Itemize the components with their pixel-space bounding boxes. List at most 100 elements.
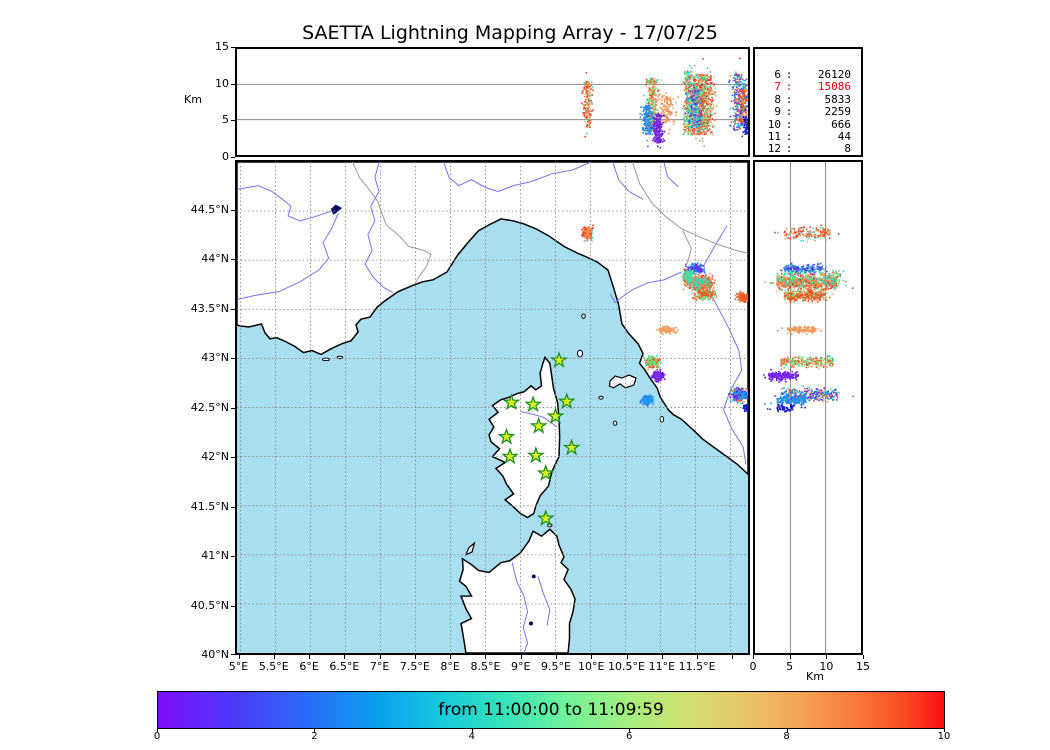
- latitude-tick-label: 42.5°N: [190, 400, 229, 414]
- river: [511, 562, 529, 653]
- tick-mark: [521, 655, 522, 659]
- min-stations-value: 7: [774, 80, 781, 94]
- tick-mark: [662, 655, 663, 659]
- tick-mark: [787, 729, 788, 732]
- tick-mark: [826, 655, 827, 659]
- colorbar-tick-label: 4: [468, 731, 475, 742]
- lake: [529, 621, 533, 626]
- tick-mark: [231, 210, 235, 211]
- min-stations-value: 8: [774, 92, 781, 106]
- lightning-sources: [682, 64, 712, 143]
- tick-mark: [231, 120, 235, 121]
- lightning-sources: [641, 394, 654, 407]
- tick-mark: [415, 655, 416, 659]
- source-count-value: 666: [831, 117, 851, 131]
- latitude-tick-label: 41.5°N: [190, 499, 229, 513]
- elba-island: [608, 374, 637, 389]
- time-colorbar: from 11:00:00 to 11:09:59: [157, 691, 945, 729]
- lightning-sources: [742, 105, 748, 143]
- tick-mark: [231, 84, 235, 85]
- colorbar-tick-label: 0: [153, 731, 161, 742]
- station-star-marker: [536, 463, 555, 481]
- small-island: [612, 420, 618, 426]
- longitude-tick-label: 11°E: [648, 660, 676, 673]
- lightning-sources: [639, 74, 748, 148]
- tick-mark: [231, 47, 235, 48]
- right-altitude-tick-label: 15: [856, 660, 870, 673]
- longitude-tick-label: 9.5°E: [541, 660, 571, 673]
- source-count-value: 26120: [817, 68, 851, 81]
- source-count-row: 9: 2259: [755, 105, 861, 119]
- river: [612, 162, 644, 200]
- country-border: [352, 162, 432, 284]
- lightning-sources: [769, 270, 847, 291]
- longitude-tick-label: 8°E: [440, 660, 460, 673]
- tick-mark: [863, 655, 864, 659]
- lightning-sources: [742, 109, 748, 136]
- longitude-tick-label: 7°E: [369, 660, 390, 673]
- tick-mark: [231, 556, 235, 557]
- tick-mark: [450, 655, 451, 659]
- min-stations-value: 10: [767, 117, 781, 131]
- small-island: [598, 395, 604, 400]
- latitude-tick-label: 40.5°N: [190, 598, 229, 612]
- lightning-sources: [643, 355, 661, 367]
- lightning-sources: [742, 404, 748, 412]
- tick-mark: [231, 259, 235, 260]
- river: [520, 410, 558, 428]
- tick-mark: [231, 309, 235, 310]
- asinara-island: [464, 541, 476, 556]
- lightning-sources: [658, 92, 677, 125]
- colorbar-tick-label: 8: [783, 731, 790, 742]
- tick-mark: [732, 655, 733, 659]
- lightning-sources: [583, 67, 748, 136]
- longitude-tick-label: 6.5°E: [329, 660, 360, 673]
- tick-mark: [629, 729, 630, 732]
- lightning-sources: [780, 286, 834, 369]
- tick-mark: [231, 457, 235, 458]
- lightning-sources: [782, 355, 835, 367]
- source-count-value: 2259: [824, 105, 852, 119]
- longitude-tick-label: 5.5°E: [258, 660, 289, 673]
- lightning-sources: [652, 112, 666, 144]
- colorbar-tick-label: 2: [311, 731, 318, 742]
- longitude-tick-label: 6°E: [299, 660, 319, 673]
- lightning-sources: [766, 404, 806, 412]
- latitude-tick-label: 44.5°N: [190, 202, 229, 216]
- tick-mark: [231, 157, 235, 158]
- lake: [330, 204, 343, 215]
- tick-mark: [274, 655, 275, 659]
- tick-mark: [231, 606, 235, 607]
- colon: :: [785, 117, 793, 131]
- colon: :: [785, 105, 793, 119]
- tick-mark: [231, 358, 235, 359]
- lightning-sources: [651, 113, 665, 149]
- tick-mark: [231, 654, 235, 655]
- tick-mark: [157, 729, 158, 732]
- source-count-value: 15086: [817, 80, 851, 94]
- colorbar-tick-label: 10: [937, 731, 951, 742]
- altitude-tick-label: 5: [222, 113, 229, 127]
- station-star-marker: [529, 416, 548, 434]
- river: [237, 185, 332, 222]
- river: [364, 162, 394, 294]
- source-count-value: 5833: [824, 92, 852, 106]
- altitude-latitude-plot: [763, 162, 854, 653]
- source-count-row: 6: 26120: [755, 68, 861, 81]
- source-count-table: 6:26120 7:15086 8:5833 9:2259 10:666 11:44 12:…: [755, 68, 861, 156]
- tick-mark: [472, 729, 473, 732]
- colon: :: [785, 80, 793, 94]
- country-border: [632, 162, 748, 254]
- lightning-sources: [770, 394, 807, 407]
- tick-mark: [697, 655, 698, 659]
- tick-mark: [485, 655, 486, 659]
- river: [537, 576, 551, 626]
- tick-mark: [753, 655, 754, 659]
- altitude-longitude-panel: [235, 47, 750, 157]
- tick-mark: [944, 729, 945, 732]
- map-panel: [235, 160, 750, 655]
- longitude-tick-label: 9°E: [510, 660, 531, 673]
- altitude-tick-label: 0: [222, 150, 229, 163]
- lightning-sources: [581, 64, 748, 148]
- tick-mark: [231, 507, 235, 508]
